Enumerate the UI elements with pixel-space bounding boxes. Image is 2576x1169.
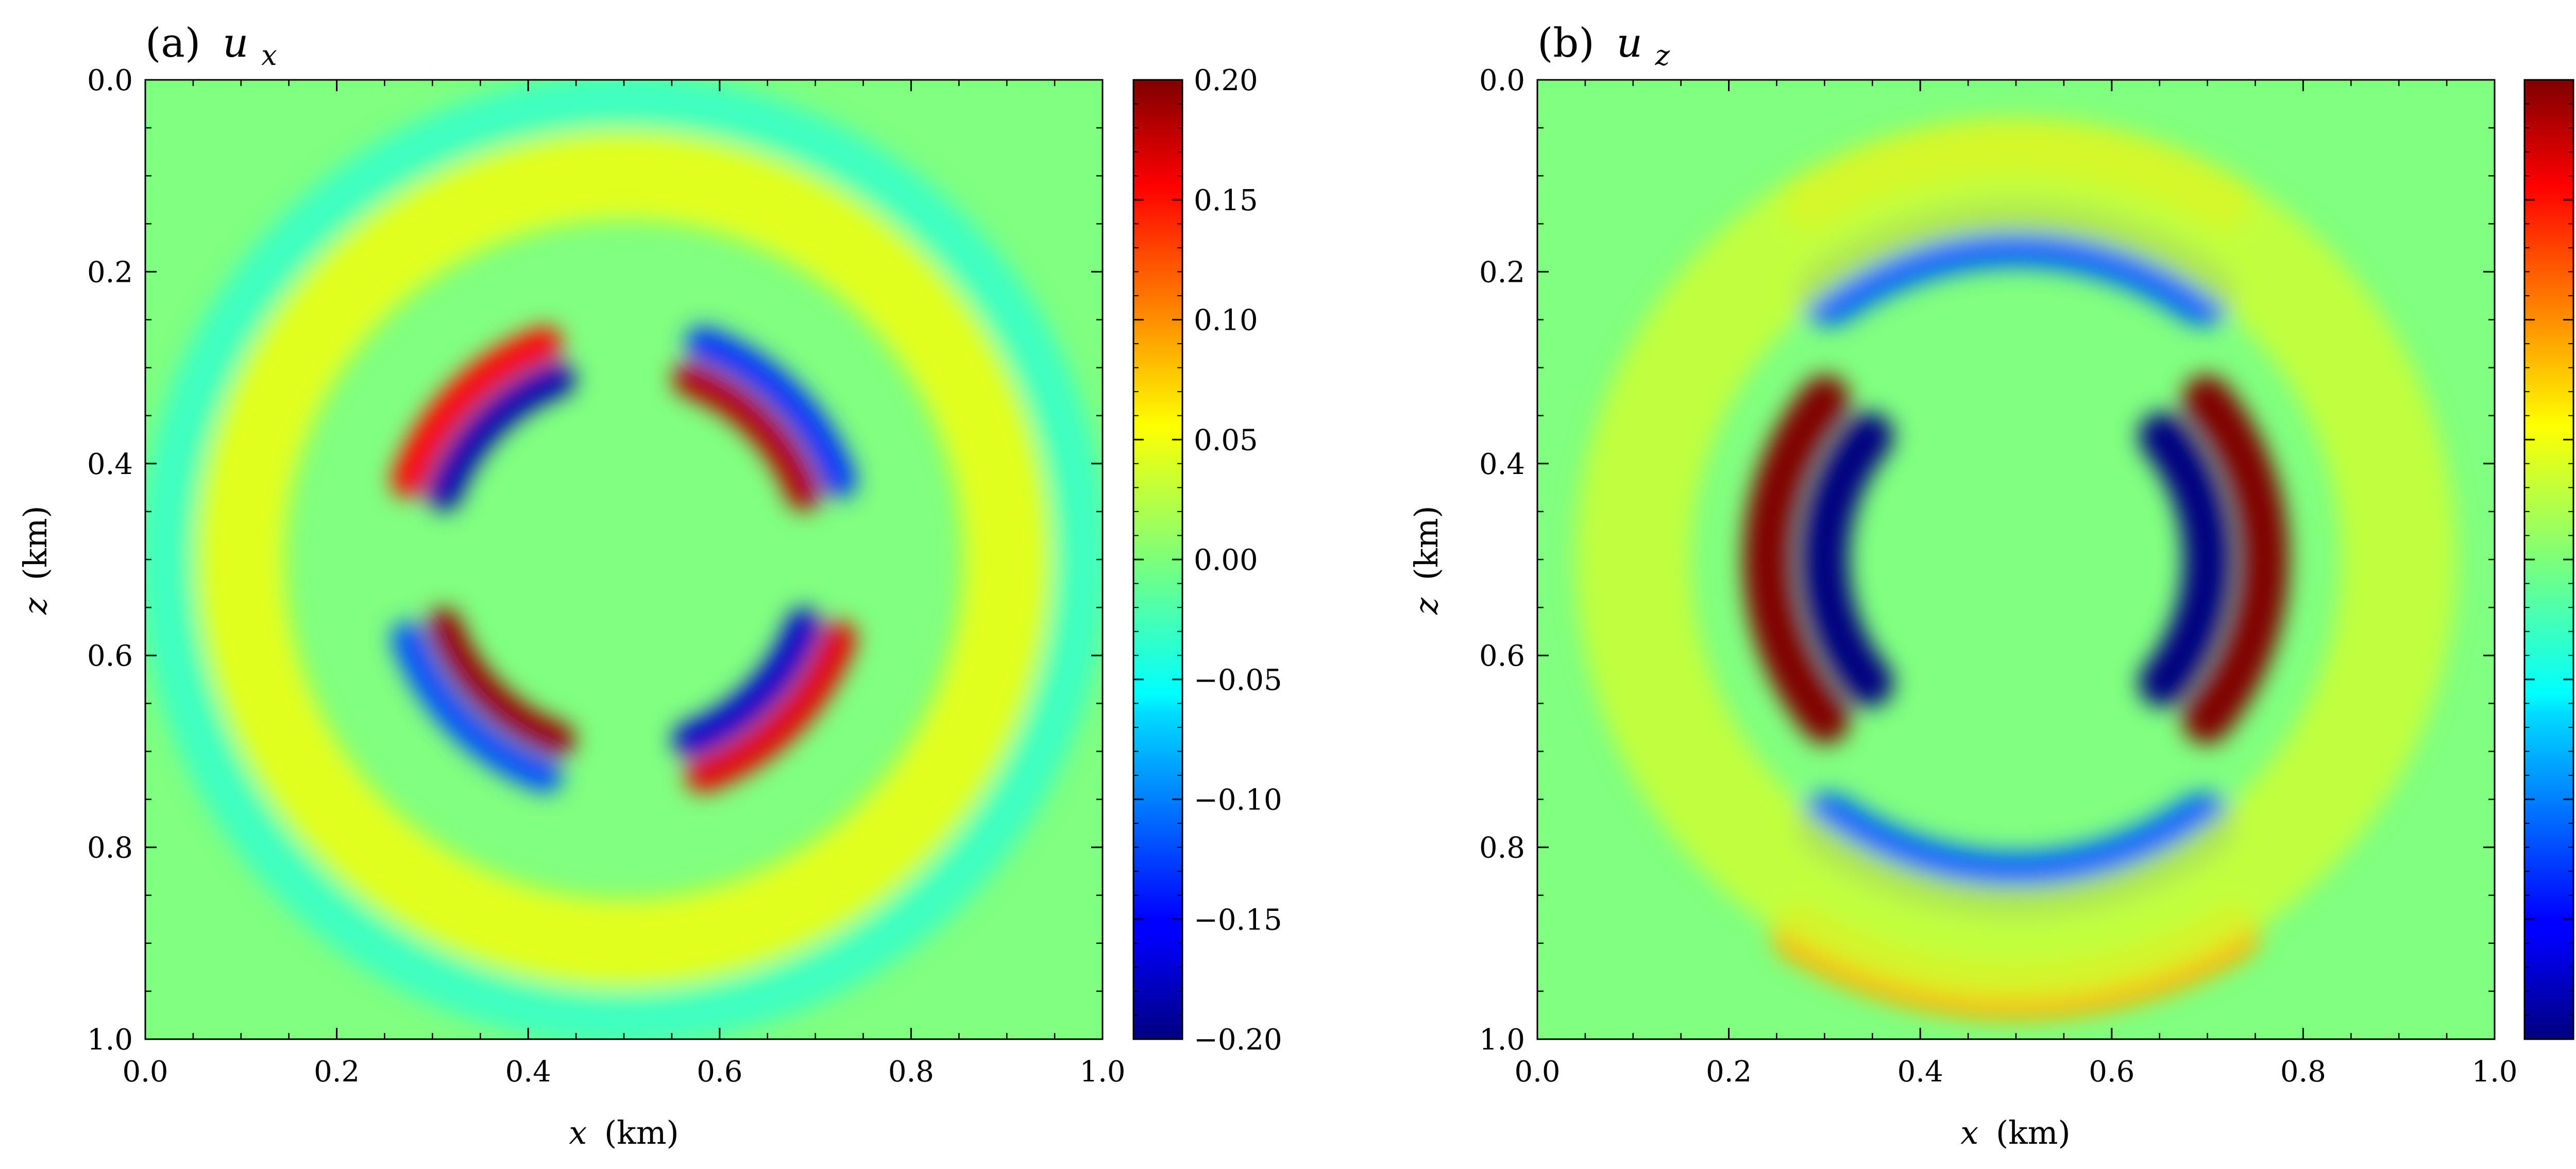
wavefront-ring-8 bbox=[1575, 118, 2456, 1001]
y-tick-label: 0.6 bbox=[1479, 639, 1525, 673]
wavefront-arc-0 bbox=[391, 621, 563, 793]
y-tick-label: 0.2 bbox=[1479, 256, 1525, 289]
y-tick-label: 0.0 bbox=[1479, 64, 1525, 97]
colorbar-tick-label: 0.10 bbox=[1194, 304, 1258, 337]
panel-label: (a) bbox=[145, 20, 200, 66]
colorbar-tick-label: −0.10 bbox=[1194, 784, 1282, 817]
wavefront-arc-3 bbox=[2139, 412, 2231, 707]
colorbar-tick-label: −0.15 bbox=[1194, 903, 1282, 937]
y-axis-label: z (km) bbox=[1408, 505, 1445, 615]
panel-title: (b) u z bbox=[1537, 20, 1670, 72]
title-subscript: x bbox=[261, 39, 277, 72]
y-tick-label: 0.0 bbox=[87, 64, 133, 97]
x-tick-label: 0.0 bbox=[122, 1055, 168, 1089]
title-subscript: z bbox=[1655, 39, 1670, 72]
x-tick-label: 1.0 bbox=[2471, 1055, 2517, 1089]
colorbar-tick-label: 0.05 bbox=[1194, 423, 1258, 457]
y-axis-ticks: 0.0 0.2 0.4 0.6 0.8 1.0 bbox=[87, 64, 1103, 1057]
wavefront-arc-4 bbox=[391, 326, 563, 498]
panel-label: (b) bbox=[1537, 20, 1595, 66]
wavefront-arc-1 bbox=[1801, 412, 1893, 707]
wavefront-arc-6 bbox=[1795, 793, 2236, 920]
colorbar-uz: 0.200.150.100.050.00−0.05−0.10−0.15−0.20 bbox=[2523, 79, 2574, 1040]
x-tick-label: 0.4 bbox=[505, 1055, 551, 1089]
x-axis-label: x (km) bbox=[569, 1114, 679, 1151]
x-tick-label: 0.4 bbox=[1897, 1055, 1943, 1089]
y-axis-label: z (km) bbox=[16, 505, 54, 615]
colorbar-tick-label: 0.20 bbox=[1194, 64, 1258, 97]
x-axis-ticks: 0.0 0.2 0.4 0.6 0.8 1.0 bbox=[122, 80, 1126, 1089]
colorbar-tick-label: −0.20 bbox=[1194, 1023, 1282, 1057]
x-tick-label: 0.6 bbox=[697, 1055, 742, 1089]
y-tick-label: 0.6 bbox=[87, 639, 133, 673]
colorbar-tick-label: 0.15 bbox=[1194, 184, 1258, 217]
x-tick-label: 0.6 bbox=[2089, 1055, 2134, 1089]
wavefront-arc-6 bbox=[685, 326, 857, 498]
wavefront-ring-8 bbox=[198, 132, 1050, 987]
y-tick-label: 0.4 bbox=[1479, 448, 1525, 481]
heatmap-uz bbox=[1536, 79, 2496, 1040]
panel-ux: (a) u x 0.0 0.2 0.4 0.6 0.8 1.0 0.00.20.40.60… bbox=[16, 20, 1282, 1151]
x-tick-label: 0.2 bbox=[1706, 1055, 1752, 1089]
x-tick-label: 0.2 bbox=[314, 1055, 360, 1089]
x-axis-label: x (km) bbox=[1960, 1114, 2070, 1151]
y-tick-label: 0.8 bbox=[1479, 832, 1525, 865]
colorbar-tick-label: −0.05 bbox=[1194, 664, 1282, 697]
y-tick-label: 0.8 bbox=[87, 832, 133, 865]
wavefront-ring-9 bbox=[145, 80, 1103, 1039]
wavefront-arc-4 bbox=[1795, 199, 2236, 326]
colorbar-ux: 0.20 0.15 0.10 0.05 0.00 −0.05 −0.10 −0.15 −0.20 bbox=[1132, 64, 1282, 1057]
colorbar-tick-label: 0.00 bbox=[1194, 544, 1258, 577]
x-axis-ticks: 0.0 0.2 0.4 0.6 0.8 1.0 bbox=[1514, 80, 2518, 1089]
x-tick-label: 0.8 bbox=[2280, 1055, 2326, 1089]
wavefront-arc-5 bbox=[427, 362, 575, 511]
wavefront-arc-1 bbox=[427, 608, 575, 757]
panel-title: (a) u x bbox=[145, 20, 277, 72]
x-tick-label: 0.0 bbox=[1514, 1055, 1560, 1089]
y-tick-label: 1.0 bbox=[1479, 1023, 1525, 1057]
y-tick-label: 1.0 bbox=[87, 1023, 133, 1057]
x-tick-label: 1.0 bbox=[1079, 1055, 1125, 1089]
wavefront-arc-0 bbox=[1743, 375, 1850, 744]
panel-uz: (b) u z 0.0 0.2 0.4 0.6 0.8 1.0 0.00.20.40.60… bbox=[1408, 20, 2574, 1151]
title-variable: u bbox=[223, 20, 248, 66]
wavefront-arc-3 bbox=[672, 608, 821, 757]
wavefront-arc-7 bbox=[672, 362, 821, 511]
heatmap-ux bbox=[144, 79, 1104, 1040]
y-tick-label: 0.4 bbox=[87, 448, 133, 481]
x-tick-label: 0.8 bbox=[888, 1055, 934, 1089]
wavefront-arc-2 bbox=[2182, 375, 2289, 744]
wavefront-arc-2 bbox=[685, 621, 857, 793]
title-variable: u bbox=[1617, 20, 1642, 66]
y-axis-ticks: 0.0 0.2 0.4 0.6 0.8 1.0 bbox=[1479, 64, 2495, 1057]
y-tick-label: 0.2 bbox=[87, 256, 133, 289]
